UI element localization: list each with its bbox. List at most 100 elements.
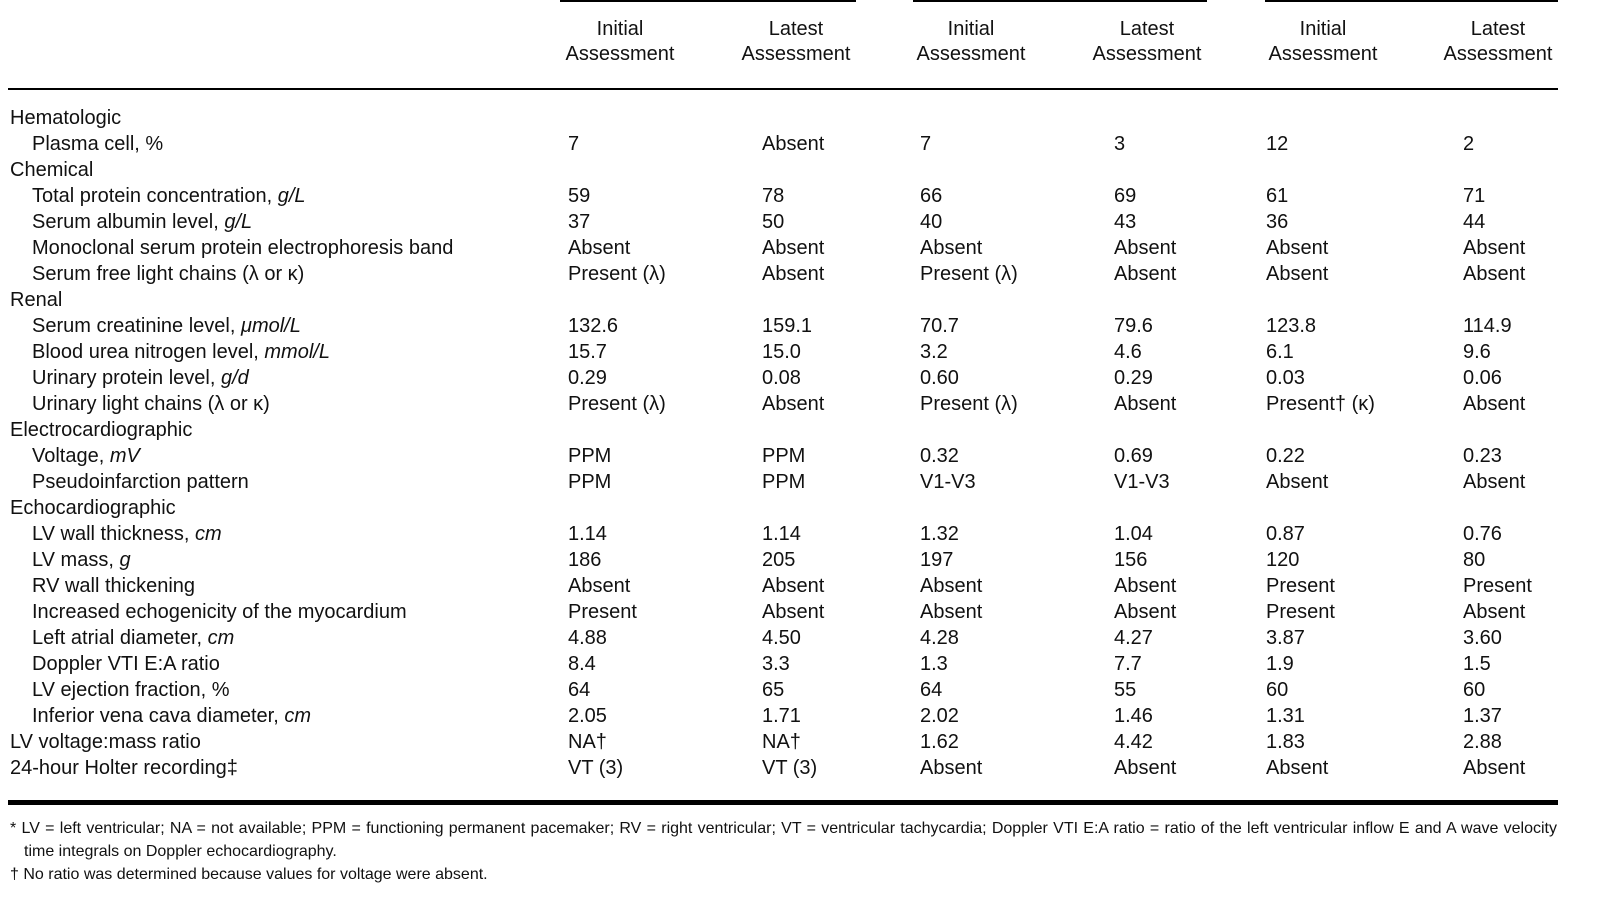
cell-value: 65 xyxy=(762,679,785,701)
unit: μmol/L xyxy=(241,315,301,337)
bottom-rule xyxy=(8,800,1558,805)
header-line: Initial xyxy=(947,18,995,40)
label-text: Plasma cell, % xyxy=(32,133,164,155)
cell-value: 71 xyxy=(1463,185,1486,207)
cell-value: Present xyxy=(1463,575,1532,597)
cell-value: 186 xyxy=(568,549,602,571)
cell-value: 43 xyxy=(1114,211,1137,233)
row-label: RV wall thickening xyxy=(32,574,195,598)
row-label: Pseudoinfarction pattern xyxy=(32,470,249,494)
cell-value: 3.2 xyxy=(920,341,948,363)
label-text: LV mass, xyxy=(32,549,114,571)
cell-value: Absent xyxy=(762,393,825,415)
footnote: † No ratio was determined because values… xyxy=(10,866,488,883)
cell-value: 6.1 xyxy=(1266,341,1294,363)
cell-value: V1-V3 xyxy=(920,471,976,493)
header-rule xyxy=(8,88,1558,90)
cell-value: 0.22 xyxy=(1266,445,1305,467)
cell-value: 44 xyxy=(1463,211,1486,233)
row-label: Voltage, mV xyxy=(32,444,140,468)
cell-value: Absent xyxy=(920,575,983,597)
label-text: Doppler VTI E:A ratio xyxy=(32,653,220,675)
cell-value: Absent xyxy=(568,237,631,259)
cell-value: 40 xyxy=(920,211,943,233)
unit: cm xyxy=(284,705,312,727)
cell-value: Present (λ) xyxy=(568,263,666,285)
cell-value: 0.06 xyxy=(1463,367,1502,389)
row-label: Total protein concentration, g/L xyxy=(32,184,306,208)
header-line: Assessment xyxy=(565,43,675,65)
row-label: Blood urea nitrogen level, mmol/L xyxy=(32,340,330,364)
group-rule xyxy=(1265,0,1558,2)
cell-value: Present (λ) xyxy=(920,263,1018,285)
cell-value: 1.46 xyxy=(1114,705,1153,727)
cell-value: 1.37 xyxy=(1463,705,1502,727)
row-label: LV ejection fraction, % xyxy=(32,678,230,702)
cell-value: 2.02 xyxy=(920,705,959,727)
cell-value: 70.7 xyxy=(920,315,959,337)
row-label: Serum free light chains (λ or κ) xyxy=(32,262,304,286)
cell-value: Absent xyxy=(762,237,825,259)
cell-value: Absent xyxy=(1266,237,1329,259)
cell-value: 114.9 xyxy=(1463,315,1512,337)
cell-value: Absent xyxy=(1114,575,1177,597)
cell-value: 3.60 xyxy=(1463,627,1502,649)
label-text: Voltage, xyxy=(32,445,105,467)
cell-value: 0.32 xyxy=(920,445,959,467)
header-line: Initial xyxy=(596,18,644,40)
row-label: Urinary protein level, g/d xyxy=(32,366,249,390)
cell-value: 4.88 xyxy=(568,627,607,649)
section-label: Renal xyxy=(10,289,63,311)
cell-value: 69 xyxy=(1114,185,1137,207)
cell-value: Present xyxy=(1266,601,1335,623)
cell-value: 64 xyxy=(568,679,591,701)
header-line: Latest xyxy=(768,18,824,40)
cell-value: 0.87 xyxy=(1266,523,1305,545)
unit: g/L xyxy=(224,211,253,233)
cell-value: 61 xyxy=(1266,185,1289,207)
unit: mV xyxy=(109,445,140,467)
cell-value: 0.69 xyxy=(1114,445,1153,467)
header-line: Assessment xyxy=(1443,43,1553,65)
cell-value: V1-V3 xyxy=(1114,471,1170,493)
row-label: Monoclonal serum protein electrophoresis… xyxy=(32,236,453,260)
cell-value: Absent xyxy=(1463,237,1526,259)
cell-value: 78 xyxy=(762,185,785,207)
cell-value: Absent xyxy=(568,575,631,597)
cell-value: 1.83 xyxy=(1266,731,1305,753)
cell-value: Absent xyxy=(1114,237,1177,259)
cell-value: 79.6 xyxy=(1114,315,1153,337)
row-label: Inferior vena cava diameter, cm xyxy=(32,704,311,728)
group-rule xyxy=(913,0,1207,2)
cell-value: 0.23 xyxy=(1463,445,1502,467)
cell-value: 197 xyxy=(920,549,954,571)
cell-value: Absent xyxy=(1463,471,1526,493)
cell-value: 64 xyxy=(920,679,943,701)
cell-value: 59 xyxy=(568,185,591,207)
cell-value: 1.71 xyxy=(762,705,801,727)
cell-value: 80 xyxy=(1463,549,1486,571)
cell-value: 60 xyxy=(1463,679,1486,701)
cell-value: 1.04 xyxy=(1114,523,1153,545)
row-label: LV voltage:mass ratio xyxy=(10,730,201,754)
cell-value: VT (3) xyxy=(568,757,624,779)
cell-value: Absent xyxy=(1266,263,1329,285)
header-line: Latest xyxy=(1470,18,1526,40)
cell-value: Absent xyxy=(1266,757,1329,779)
cell-value: Absent xyxy=(920,757,983,779)
cell-value: 120 xyxy=(1266,549,1300,571)
cell-value: 3.3 xyxy=(762,653,790,675)
unit: g/L xyxy=(277,185,306,207)
label-text: 24-hour Holter recording‡ xyxy=(10,757,238,779)
cell-value: Absent xyxy=(1266,471,1329,493)
cell-value: NA† xyxy=(568,731,607,753)
label-text: LV wall thickness, xyxy=(32,523,190,545)
header-line: Assessment xyxy=(1092,43,1202,65)
cell-value: 0.29 xyxy=(1114,367,1153,389)
cell-value: 3.87 xyxy=(1266,627,1305,649)
cell-value: 0.76 xyxy=(1463,523,1502,545)
cell-value: 159.1 xyxy=(762,315,813,337)
column-header: Initial Assessment xyxy=(1228,17,1418,67)
cell-value: Present (λ) xyxy=(920,393,1018,415)
